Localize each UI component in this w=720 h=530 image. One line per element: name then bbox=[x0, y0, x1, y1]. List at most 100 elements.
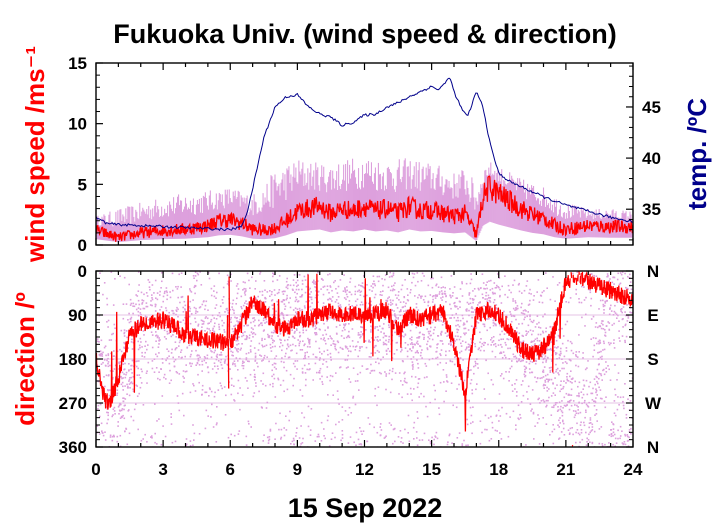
direction-point bbox=[377, 280, 380, 283]
direction-point bbox=[252, 317, 254, 320]
direction-point bbox=[248, 279, 250, 282]
direction-point bbox=[407, 414, 410, 417]
direction-point bbox=[370, 363, 372, 366]
direction-point bbox=[435, 283, 438, 286]
direction-point bbox=[159, 339, 161, 341]
direction-point bbox=[357, 438, 360, 441]
direction-point bbox=[355, 345, 358, 347]
direction-point bbox=[363, 286, 365, 289]
direction-point bbox=[621, 335, 624, 337]
direction-point bbox=[394, 331, 396, 334]
direction-point bbox=[490, 415, 492, 418]
direction-point bbox=[253, 369, 255, 371]
direction-point bbox=[375, 361, 377, 363]
direction-point bbox=[593, 400, 595, 403]
direction-point bbox=[309, 305, 312, 308]
direction-point bbox=[354, 380, 357, 382]
direction-point bbox=[99, 415, 101, 418]
direction-point bbox=[345, 346, 347, 349]
direction-point bbox=[623, 407, 625, 410]
direction-point bbox=[251, 276, 253, 279]
direction-point bbox=[557, 372, 559, 374]
direction-point bbox=[613, 400, 616, 402]
y-tick-label: 270 bbox=[59, 394, 87, 413]
direction-point bbox=[425, 405, 427, 408]
direction-point bbox=[551, 430, 554, 433]
direction-point bbox=[327, 273, 329, 276]
direction-point bbox=[246, 380, 248, 382]
direction-point bbox=[237, 339, 239, 342]
direction-point bbox=[427, 340, 429, 343]
direction-point bbox=[364, 320, 367, 322]
direction-point bbox=[236, 343, 238, 346]
direction-point bbox=[468, 314, 470, 317]
direction-point bbox=[303, 364, 306, 367]
direction-point bbox=[146, 305, 149, 308]
direction-point bbox=[324, 329, 326, 332]
direction-point bbox=[185, 370, 188, 373]
direction-point bbox=[130, 302, 133, 305]
direction-point bbox=[329, 379, 331, 382]
direction-point bbox=[471, 432, 473, 435]
direction-point bbox=[259, 273, 261, 275]
direction-point bbox=[542, 371, 545, 373]
direction-point bbox=[501, 406, 503, 409]
direction-point bbox=[177, 315, 179, 318]
direction-point bbox=[402, 301, 405, 303]
direction-point bbox=[139, 308, 142, 310]
direction-point bbox=[347, 442, 350, 444]
direction-point bbox=[271, 375, 273, 378]
y-tick-label: 0 bbox=[78, 262, 87, 281]
direction-point bbox=[449, 341, 452, 344]
direction-point bbox=[287, 345, 290, 348]
direction-point bbox=[329, 352, 332, 355]
direction-point bbox=[549, 298, 552, 301]
direction-point bbox=[164, 324, 167, 327]
direction-point bbox=[501, 357, 504, 359]
direction-point bbox=[455, 375, 457, 378]
direction-point bbox=[402, 331, 404, 333]
direction-point bbox=[580, 431, 583, 434]
direction-point bbox=[613, 322, 615, 325]
direction-point bbox=[132, 305, 134, 307]
direction-point bbox=[612, 431, 615, 434]
direction-point bbox=[441, 293, 444, 296]
direction-point bbox=[404, 428, 406, 431]
direction-point bbox=[289, 284, 292, 287]
direction-point bbox=[619, 272, 622, 274]
direction-point bbox=[437, 343, 439, 345]
direction-point bbox=[226, 283, 229, 285]
direction-point bbox=[428, 332, 430, 335]
direction-point bbox=[156, 298, 159, 301]
direction-point bbox=[402, 326, 405, 328]
direction-point bbox=[559, 370, 561, 372]
direction-point bbox=[552, 276, 554, 278]
direction-line bbox=[570, 271, 573, 279]
direction-point bbox=[473, 298, 475, 301]
direction-point bbox=[241, 307, 243, 310]
direction-point bbox=[316, 435, 319, 438]
direction-point bbox=[593, 344, 596, 347]
direction-point bbox=[322, 305, 325, 308]
direction-point bbox=[466, 308, 468, 310]
direction-point bbox=[404, 381, 407, 384]
direction-point bbox=[236, 292, 239, 295]
direction-point bbox=[299, 389, 302, 391]
direction-point bbox=[435, 351, 437, 353]
direction-point bbox=[110, 352, 112, 355]
direction-point bbox=[486, 281, 488, 283]
direction-line bbox=[394, 275, 571, 432]
direction-point bbox=[308, 363, 310, 365]
direction-point bbox=[119, 434, 122, 437]
chart-title: Fukuoka Univ. (wind speed & direction) bbox=[113, 19, 617, 49]
direction-point bbox=[128, 378, 131, 381]
direction-point bbox=[538, 418, 540, 420]
direction-point bbox=[166, 291, 168, 294]
direction-point bbox=[131, 348, 134, 350]
direction-point bbox=[302, 326, 304, 329]
direction-point bbox=[259, 354, 261, 356]
direction-point bbox=[268, 360, 270, 363]
direction-point bbox=[461, 444, 464, 447]
direction-point bbox=[308, 368, 310, 371]
direction-point bbox=[618, 283, 621, 286]
